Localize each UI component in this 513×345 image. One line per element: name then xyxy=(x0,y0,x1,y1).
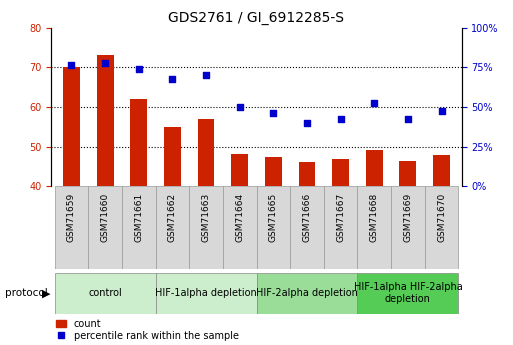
Text: GSM71663: GSM71663 xyxy=(202,193,210,242)
Bar xyxy=(189,186,223,269)
Text: HIF-1alpha HIF-2alpha
depletion: HIF-1alpha HIF-2alpha depletion xyxy=(353,283,462,304)
Point xyxy=(370,100,379,106)
Bar xyxy=(433,155,450,186)
Bar xyxy=(290,186,324,269)
Bar xyxy=(256,273,358,314)
Bar xyxy=(55,186,88,269)
Bar xyxy=(198,119,214,186)
Bar xyxy=(223,186,256,269)
Point xyxy=(168,76,176,82)
Bar xyxy=(164,127,181,186)
Point xyxy=(337,116,345,121)
Bar xyxy=(256,186,290,269)
Text: control: control xyxy=(88,288,122,298)
Point xyxy=(438,108,446,114)
Bar xyxy=(400,160,416,186)
Point xyxy=(404,116,412,121)
Text: GSM71662: GSM71662 xyxy=(168,193,177,242)
Text: HIF-2alpha depletion: HIF-2alpha depletion xyxy=(256,288,358,298)
Text: HIF-1alpha depletion: HIF-1alpha depletion xyxy=(155,288,257,298)
Text: GSM71667: GSM71667 xyxy=(336,193,345,242)
Bar xyxy=(366,150,383,186)
Bar xyxy=(55,273,155,314)
Text: GSM71659: GSM71659 xyxy=(67,193,76,242)
Point xyxy=(67,62,75,68)
Bar xyxy=(358,273,458,314)
Point xyxy=(134,67,143,72)
Title: GDS2761 / GI_6912285-S: GDS2761 / GI_6912285-S xyxy=(168,11,345,25)
Bar xyxy=(324,186,358,269)
Bar xyxy=(391,186,425,269)
Text: GSM71670: GSM71670 xyxy=(437,193,446,242)
Bar xyxy=(63,67,80,186)
Text: ▶: ▶ xyxy=(42,288,51,298)
Bar xyxy=(425,186,458,269)
Legend: count, percentile rank within the sample: count, percentile rank within the sample xyxy=(56,319,239,341)
Bar xyxy=(130,99,147,186)
Bar xyxy=(88,186,122,269)
Text: GSM71669: GSM71669 xyxy=(403,193,412,242)
Text: GSM71668: GSM71668 xyxy=(370,193,379,242)
Text: GSM71660: GSM71660 xyxy=(101,193,110,242)
Text: GSM71666: GSM71666 xyxy=(303,193,311,242)
Text: GSM71664: GSM71664 xyxy=(235,193,244,242)
Bar xyxy=(155,186,189,269)
Bar xyxy=(358,186,391,269)
Text: protocol: protocol xyxy=(5,288,48,298)
Bar xyxy=(231,154,248,186)
Point xyxy=(202,72,210,78)
Point xyxy=(269,110,278,116)
Text: GSM71665: GSM71665 xyxy=(269,193,278,242)
Bar xyxy=(97,55,113,186)
Bar xyxy=(122,186,155,269)
Text: GSM71661: GSM71661 xyxy=(134,193,143,242)
Point xyxy=(303,120,311,126)
Bar xyxy=(332,158,349,186)
Bar xyxy=(299,162,315,186)
Point xyxy=(101,60,109,66)
Bar xyxy=(155,273,256,314)
Point xyxy=(235,104,244,110)
Bar xyxy=(265,157,282,186)
